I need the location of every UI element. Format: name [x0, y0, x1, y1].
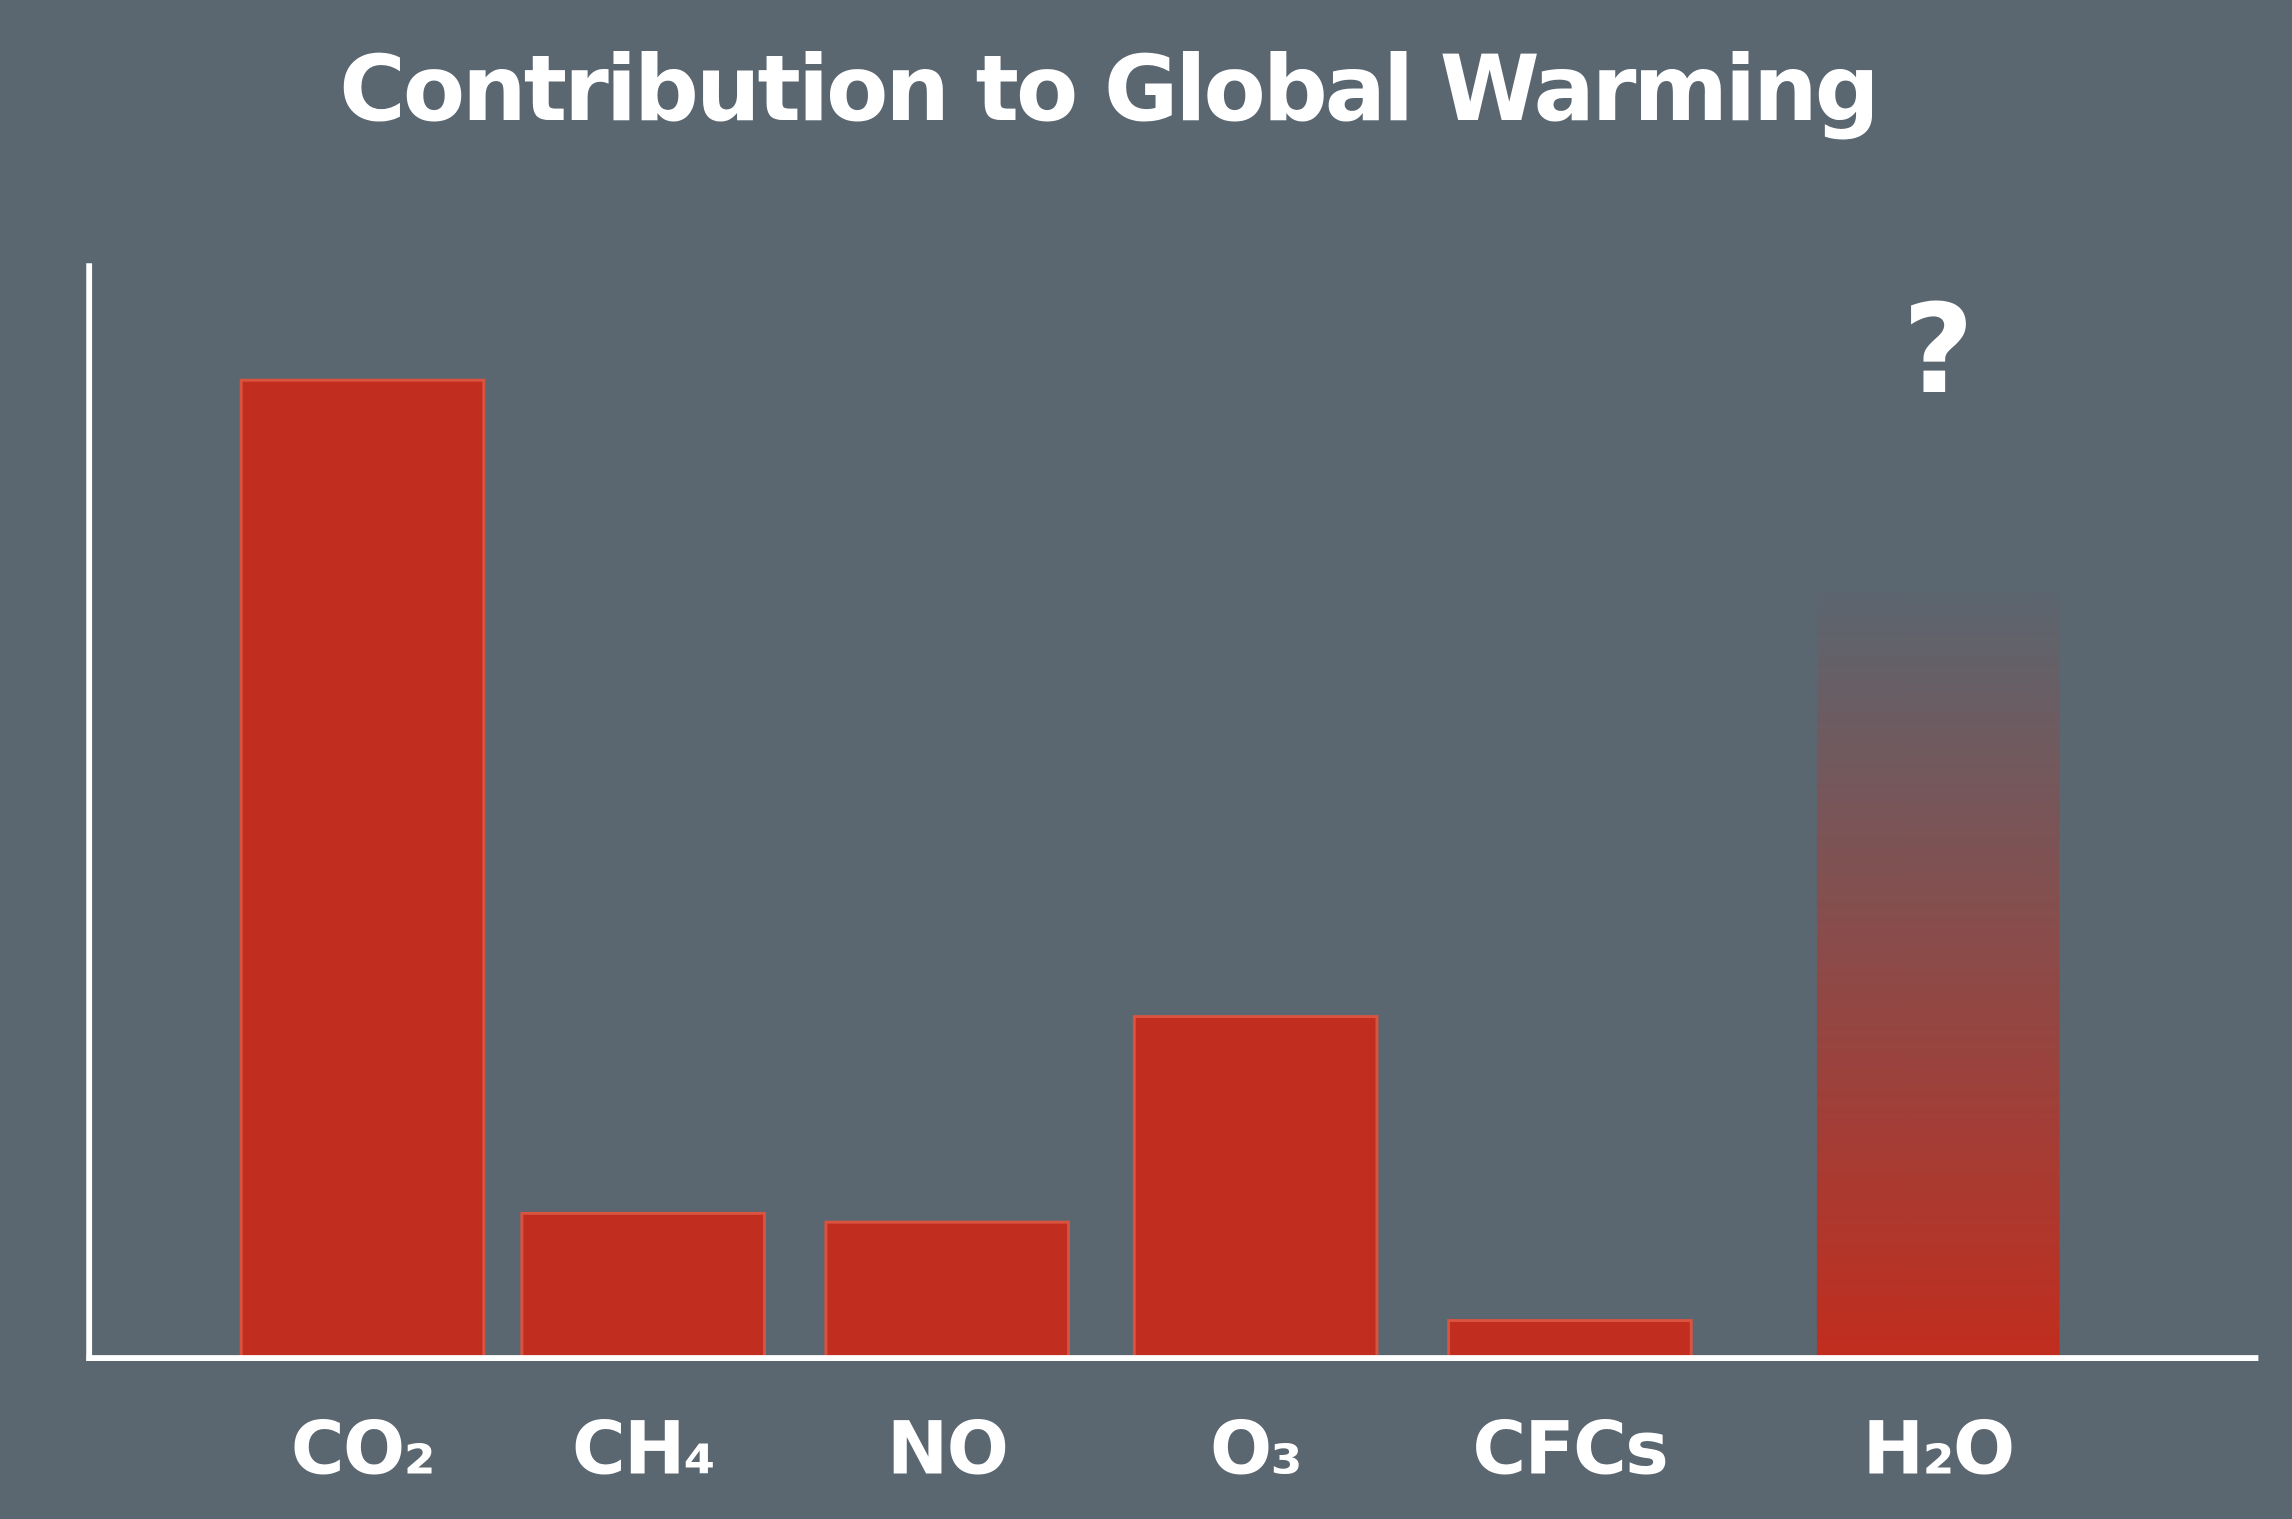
- category-labels: CO₂ CH₄ NO O₃ CFCs H₂O: [291, 1407, 2015, 1492]
- category-label: NO: [887, 1407, 1007, 1492]
- chart-title: Contribution to Global Warming: [339, 37, 1876, 142]
- bar-4: [1447, 1319, 1693, 1359]
- annotations-group: ?: [1903, 278, 1974, 421]
- bar-0: [239, 378, 486, 1359]
- category-label: CH₄: [572, 1407, 714, 1492]
- bars-group: [239, 378, 2060, 1359]
- category-label: H₂O: [1863, 1407, 2014, 1492]
- bar-2: [824, 1220, 1070, 1359]
- category-label: O₃: [1210, 1407, 1301, 1492]
- question-mark-annotation: ?: [1903, 278, 1974, 421]
- bar-5: [1816, 584, 2060, 1357]
- bar-1: [520, 1211, 766, 1359]
- category-label: CO₂: [291, 1407, 434, 1492]
- bar-3: [1132, 1015, 1379, 1359]
- category-label: CFCs: [1472, 1407, 1667, 1492]
